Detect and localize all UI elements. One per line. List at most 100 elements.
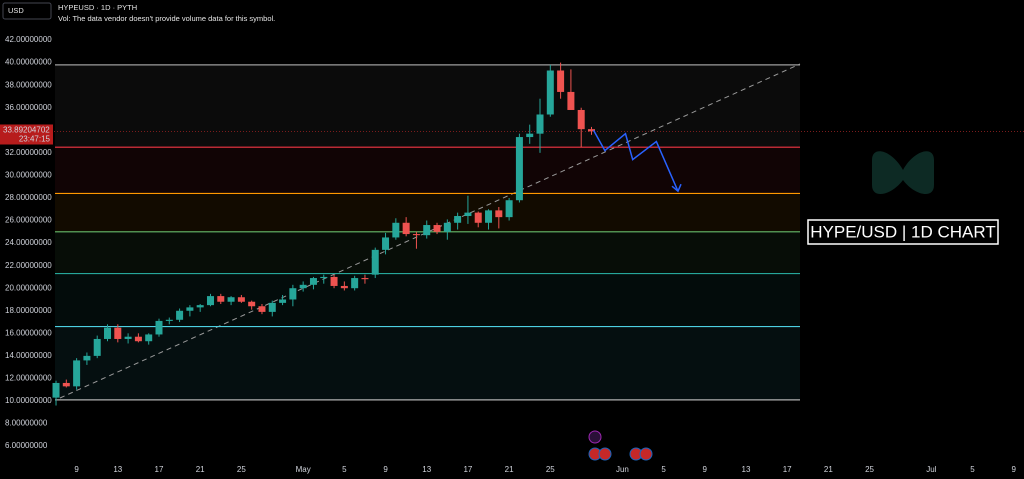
- currency[interactable]: USD: [8, 6, 24, 15]
- candle-body: [423, 225, 431, 236]
- candle-body: [433, 225, 441, 232]
- x-tick-label: 5: [342, 465, 347, 474]
- chart-title: HYPEUSD · 1D · PYTH: [58, 3, 137, 12]
- candle-body: [587, 129, 595, 132]
- candle-body: [412, 234, 420, 236]
- y-tick-label: 12.00000000: [5, 374, 52, 383]
- candle-body: [258, 306, 266, 312]
- candle-body: [361, 278, 369, 280]
- candle-body: [237, 297, 245, 302]
- x-tick-label: 13: [742, 465, 751, 474]
- level-band: [55, 231, 800, 274]
- candle-body: [567, 91, 575, 110]
- y-tick-label: 20.00000000: [5, 283, 52, 292]
- last-price: 33.89204702: [3, 126, 50, 135]
- x-tick-label: May: [296, 465, 311, 474]
- candle-body: [124, 336, 132, 339]
- currency-box[interactable]: [2, 2, 52, 20]
- level-band: [55, 64, 800, 148]
- y-tick-label: 22.00000000: [5, 261, 52, 270]
- event-icon: [588, 430, 602, 444]
- x-tick-label: 9: [383, 465, 388, 474]
- event-icon: [639, 447, 653, 461]
- candle-body: [73, 360, 81, 387]
- candle-body: [515, 137, 523, 201]
- candle-body: [577, 109, 585, 130]
- countdown: 23:47:15: [19, 135, 51, 144]
- x-tick-label: 5: [970, 465, 975, 474]
- candle-body: [309, 278, 317, 285]
- candle-body: [320, 276, 328, 279]
- candle-body: [279, 299, 287, 303]
- candle-body: [392, 222, 400, 238]
- y-tick-label: 14.00000000: [5, 351, 52, 360]
- candle-body: [155, 320, 163, 335]
- annotation-box: [807, 219, 999, 245]
- candle-body: [217, 296, 225, 302]
- candles: [52, 62, 595, 406]
- y-tick-label: 16.00000000: [5, 328, 52, 337]
- candle-body: [454, 216, 462, 223]
- y-tick-label: 6.00000000: [5, 441, 48, 450]
- x-tick-label: 9: [703, 465, 708, 474]
- levels: [55, 64, 800, 401]
- y-tick-label: 28.00000000: [5, 193, 52, 202]
- candle-body: [248, 301, 256, 307]
- candle-body: [371, 249, 379, 275]
- y-tick-label: 10.00000000: [5, 396, 52, 405]
- candle-body: [186, 307, 194, 311]
- level-band: [55, 273, 800, 327]
- event-icon: [598, 447, 612, 461]
- logo: [872, 151, 934, 195]
- candle-body: [402, 222, 410, 235]
- x-tick-label: 17: [155, 465, 164, 474]
- x-tick-label: 21: [824, 465, 833, 474]
- candle-body: [382, 237, 390, 250]
- candle-body: [443, 222, 451, 232]
- candle-body: [289, 288, 297, 300]
- candle-body: [62, 382, 70, 387]
- candle-body: [495, 210, 503, 218]
- level-band: [55, 326, 800, 400]
- candle-body: [299, 284, 307, 289]
- candle-body: [557, 70, 565, 92]
- candle-body: [196, 305, 204, 308]
- candle-body: [93, 338, 101, 356]
- x-tick-label: Jun: [616, 465, 629, 474]
- candle-body: [464, 212, 472, 217]
- y-tick-label: 40.00000000: [5, 58, 52, 67]
- x-tick-label: 21: [196, 465, 205, 474]
- candle-body: [227, 297, 235, 302]
- y-tick-label: 18.00000000: [5, 306, 52, 315]
- annotation: HYPE/USD | 1D CHART: [810, 222, 995, 241]
- x-tick-label: 25: [237, 465, 246, 474]
- candle-body: [176, 310, 184, 320]
- x-tick-label: 17: [463, 465, 472, 474]
- x-tick-label: 5: [661, 465, 666, 474]
- y-tick-label: 8.00000000: [5, 419, 48, 428]
- x-tick-label: 9: [74, 465, 79, 474]
- level-band: [55, 147, 800, 194]
- projection-arrowhead: [671, 183, 682, 193]
- candle-body: [52, 382, 60, 398]
- candle-body: [485, 210, 493, 223]
- x-tick-label: 9: [1011, 465, 1016, 474]
- y-tick-label: 30.00000000: [5, 171, 52, 180]
- candle-body: [505, 200, 513, 218]
- y-tick-label: 32.00000000: [5, 148, 52, 157]
- candle-body: [351, 278, 359, 289]
- level-bands: [55, 64, 800, 400]
- x-tick-label: 13: [422, 465, 431, 474]
- candle-body: [145, 334, 153, 342]
- x-tick-label: 17: [783, 465, 792, 474]
- projection: [592, 129, 682, 193]
- x-tick-label: 25: [546, 465, 555, 474]
- y-tick-label: 24.00000000: [5, 238, 52, 247]
- candle-body: [268, 302, 276, 312]
- projection-path: [592, 129, 679, 192]
- x-tick-label: 25: [865, 465, 874, 474]
- x-tick-label: Jul: [926, 465, 936, 474]
- candle-body: [104, 327, 112, 339]
- y-tick-label: 42.00000000: [5, 35, 52, 44]
- y-tick-label: 26.00000000: [5, 216, 52, 225]
